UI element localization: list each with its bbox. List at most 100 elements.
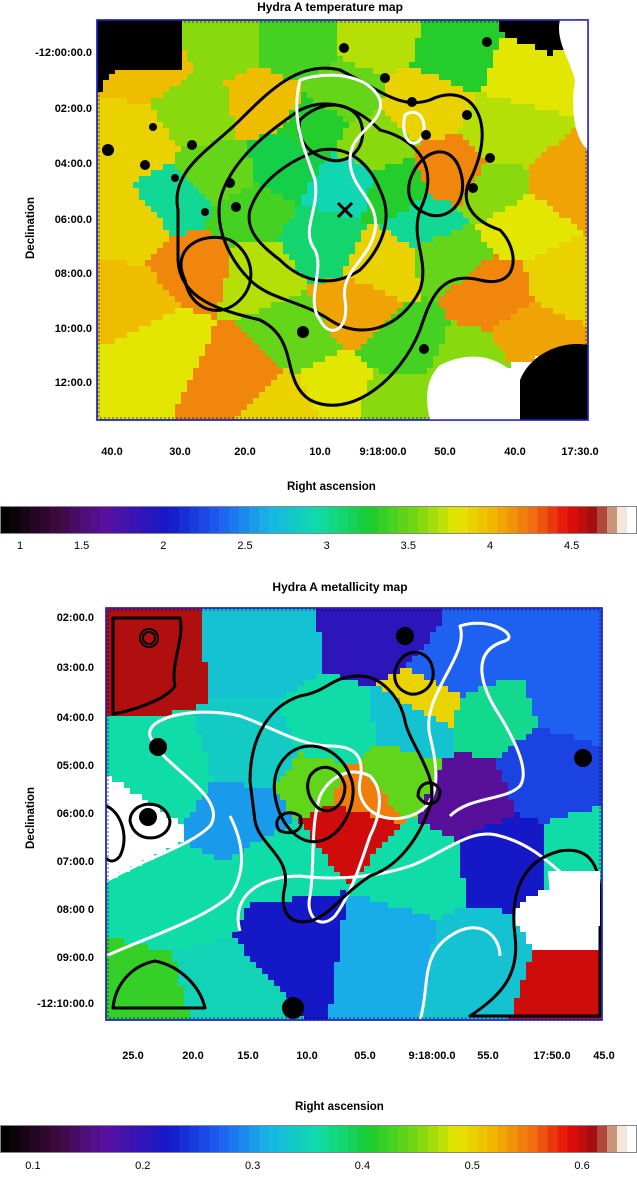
temperature-map-cell: [349, 128, 355, 134]
temperature-map-cell: [271, 140, 277, 146]
temperature-map-cell: [403, 320, 409, 326]
temperature-map-cell: [151, 284, 157, 290]
temperature-map-cell: [499, 254, 505, 260]
temperature-map-cell: [343, 260, 349, 266]
temperature-map-cell: [235, 170, 241, 176]
temperature-map-cell: [379, 110, 385, 116]
temperature-map-cell: [403, 290, 409, 296]
temperature-map-cell: [385, 350, 391, 356]
temperature-map-cell: [133, 116, 139, 122]
temperature-map-cell: [259, 188, 265, 194]
temperature-map-cell: [187, 236, 193, 242]
temperature-map-cell: [571, 122, 577, 128]
temperature-map-cell: [475, 56, 481, 62]
temperature-map-cell: [319, 380, 325, 386]
temperature-map-cell: [181, 242, 187, 248]
temperature-map-cell: [211, 374, 217, 380]
temperature-map-cell: [463, 74, 469, 80]
temperature-map-cell: [421, 362, 427, 368]
temperature-map-cell: [439, 110, 445, 116]
temperature-map-cell: [133, 266, 139, 272]
temperature-map-cell: [265, 332, 271, 338]
temperature-map-cell: [463, 296, 469, 302]
temperature-map-cell: [367, 230, 373, 236]
temperature-map-cell: [433, 224, 439, 230]
temperature-map-cell: [457, 56, 463, 62]
temperature-map-cell: [385, 200, 391, 206]
temperature-map-cell: [391, 278, 397, 284]
temperature-map-cell: [259, 284, 265, 290]
temperature-map-cell: [445, 224, 451, 230]
temperature-map-cell: [451, 104, 457, 110]
temperature-map-cell: [511, 284, 517, 290]
temperature-map-cell: [115, 134, 121, 140]
temperature-map-cell: [145, 242, 151, 248]
temperature-map-cell: [229, 320, 235, 326]
temperature-map-cell: [199, 50, 205, 56]
temperature-map-cell: [445, 170, 451, 176]
temperature-map-cell: [181, 374, 187, 380]
temperature-map-cell: [145, 368, 151, 374]
temperature-map-cell: [445, 296, 451, 302]
temperature-map-cell: [175, 146, 181, 152]
temperature-map-cell: [535, 86, 541, 92]
temperature-map-cell: [523, 206, 529, 212]
temperature-map-cell: [133, 218, 139, 224]
temperature-map-cell: [379, 344, 385, 350]
temperature-map-cell: [445, 314, 451, 320]
temperature-map-cell: [535, 212, 541, 218]
temperature-map-cell: [361, 224, 367, 230]
temperature-map-cell: [157, 332, 163, 338]
temperature-map-cell: [361, 368, 367, 374]
temperature-map-cell: [169, 314, 175, 320]
temperature-map-cell: [367, 374, 373, 380]
temperature-map-cell: [505, 218, 511, 224]
temperature-map-cell: [109, 164, 115, 170]
temperature-map-cell: [433, 110, 439, 116]
temperature-map-cell: [505, 314, 511, 320]
temperature-map-cell: [175, 356, 181, 362]
temperature-map-cell: [247, 68, 253, 74]
temperature-map-cell: [313, 92, 319, 98]
temperature-map-cell: [487, 182, 493, 188]
temperature-map-cell: [211, 356, 217, 362]
temperature-map-cell: [205, 74, 211, 80]
temperature-map-cell: [325, 104, 331, 110]
temperature-map-cell: [223, 200, 229, 206]
temperature-map-cell: [391, 350, 397, 356]
temperature-map-cell: [499, 32, 505, 38]
temperature-map-cell: [235, 50, 241, 56]
temperature-map-cell: [97, 110, 103, 116]
temperature-map-cell: [133, 200, 139, 206]
temperature-map-cell: [547, 182, 553, 188]
temperature-map-cell: [355, 224, 361, 230]
temperature-map-cell: [211, 188, 217, 194]
temperature-map-cell: [433, 20, 439, 26]
temperature-map-cell: [103, 314, 109, 320]
temperature-map-cell: [127, 152, 133, 158]
temperature-map-cell: [235, 74, 241, 80]
temperature-map-cell: [277, 56, 283, 62]
temperature-map-cell: [121, 236, 127, 242]
temperature-map-cell: [127, 128, 133, 134]
temperature-map-cell: [505, 332, 511, 338]
temperature-map-cell: [337, 86, 343, 92]
temperature-map-cell: [385, 242, 391, 248]
temperature-map-cell: [229, 362, 235, 368]
temperature-map-cell: [253, 230, 259, 236]
temperature-map-cell: [553, 164, 559, 170]
temperature-map-cell: [97, 242, 103, 248]
temperature-map-cell: [379, 44, 385, 50]
temperature-map-cell: [529, 110, 535, 116]
temperature-map-cell: [529, 26, 535, 32]
temperature-map-cell: [319, 80, 325, 86]
temperature-map-cell: [241, 38, 247, 44]
temperature-map-cell: [277, 134, 283, 140]
temperature-map-cell: [235, 26, 241, 32]
temperature-map-cell: [505, 326, 511, 332]
temperature-map-cell: [427, 74, 433, 80]
temperature-map-cell: [199, 242, 205, 248]
temperature-map-cell: [307, 62, 313, 68]
temperature-map-cell: [343, 332, 349, 338]
temperature-map-cell: [541, 146, 547, 152]
